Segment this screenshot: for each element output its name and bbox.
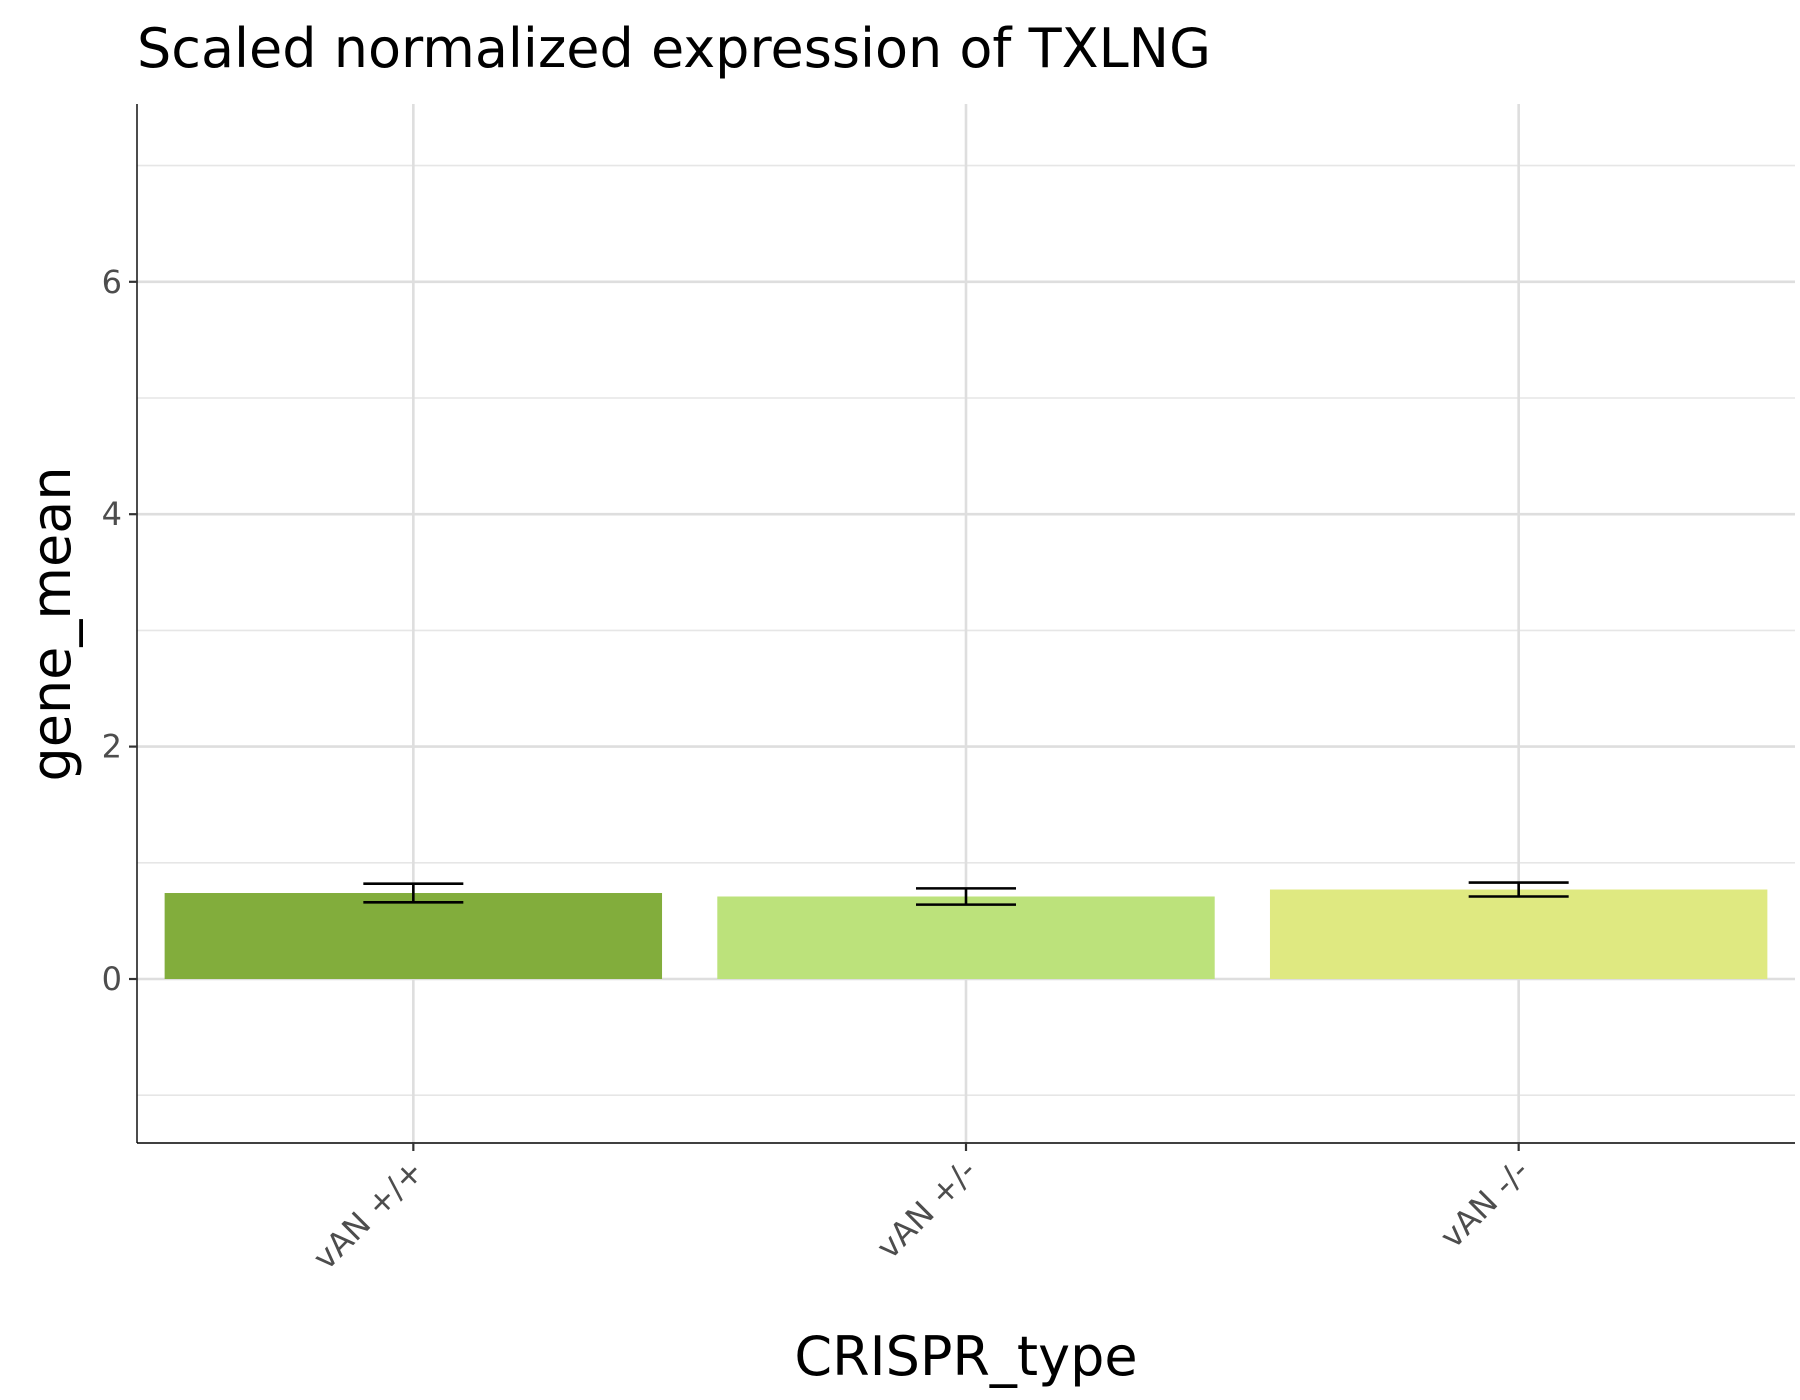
y-axis-ticks: 0 2 4 6: [102, 263, 137, 998]
chart-title: Scaled normalized expression of TXLNG: [137, 17, 1211, 80]
error-bars: [363, 881, 1569, 906]
bar: [717, 896, 1215, 979]
x-axis-title: CRISPR_type: [794, 1325, 1137, 1388]
y-tick-label: 4: [102, 495, 122, 533]
y-axis-title: gene_mean: [20, 466, 83, 781]
y-tick-label: 6: [102, 263, 122, 301]
bars: [164, 889, 1768, 979]
bar: [164, 893, 663, 979]
y-tick-label: 2: [102, 728, 122, 766]
bar: [1269, 889, 1768, 979]
y-tick-label: 0: [102, 960, 122, 998]
